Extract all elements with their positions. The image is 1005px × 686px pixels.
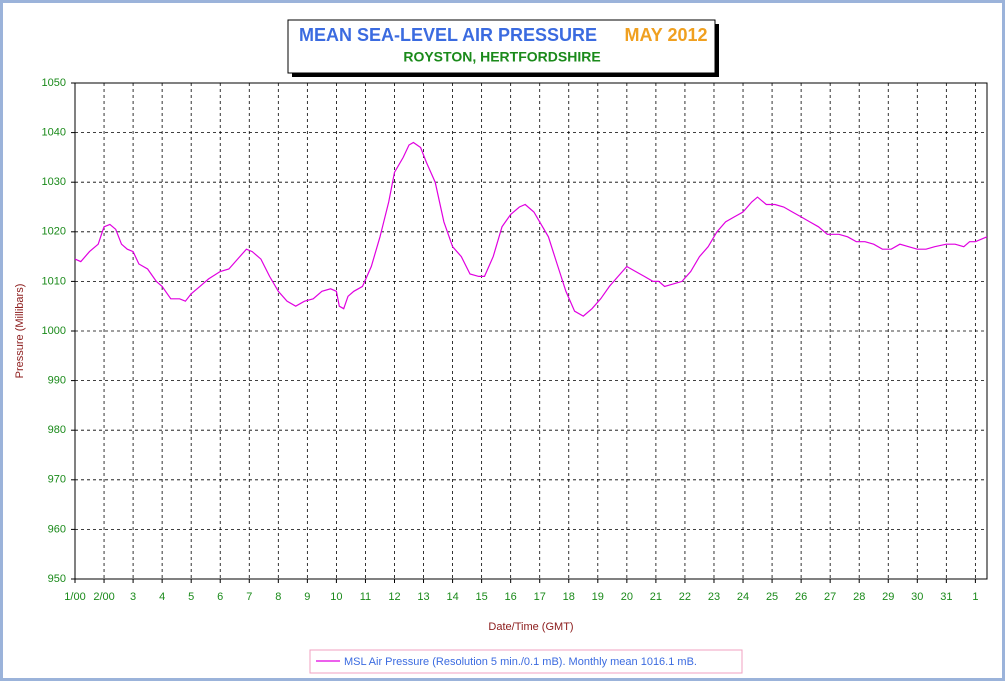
x-tick-label: 14 xyxy=(446,591,458,603)
x-tick-label: 4 xyxy=(159,591,165,603)
x-tick-label: 21 xyxy=(650,591,662,603)
x-tick-label: 16 xyxy=(505,591,517,603)
x-tick-label: 11 xyxy=(360,591,371,603)
y-tick-label: 970 xyxy=(48,474,66,486)
x-tick-label: 15 xyxy=(475,591,487,603)
x-tick-label: 28 xyxy=(853,591,865,603)
x-tick-label: 24 xyxy=(737,591,749,603)
title-box xyxy=(287,19,716,74)
x-tick-label: 12 xyxy=(388,591,400,603)
legend-box xyxy=(309,649,743,674)
y-tick-label: 950 xyxy=(48,573,66,585)
x-tick-label: 30 xyxy=(911,591,923,603)
x-tick-label: 9 xyxy=(304,591,310,603)
x-tick-label: 27 xyxy=(824,591,836,603)
x-tick-label: 6 xyxy=(217,591,223,603)
x-tick-label: 18 xyxy=(563,591,575,603)
y-tick-label: 980 xyxy=(48,424,66,436)
x-tick-label: 10 xyxy=(330,591,342,603)
y-tick-label: 1000 xyxy=(42,325,66,337)
x-tick-label: 22 xyxy=(679,591,691,603)
chart-subtitle: ROYSTON, HERTFORDSHIRE xyxy=(403,49,600,65)
y-tick-label: 990 xyxy=(48,375,66,387)
y-tick-label: 960 xyxy=(48,523,66,535)
y-tick-label: 1030 xyxy=(42,176,66,188)
legend-label: MSL Air Pressure (Resolution 5 min./0.1 … xyxy=(344,656,697,668)
y-tick-label: 1010 xyxy=(42,275,66,287)
x-tick-label: 7 xyxy=(246,591,252,603)
x-tick-label: 17 xyxy=(534,591,546,603)
x-tick-label: 23 xyxy=(708,591,720,603)
y-tick-label: 1020 xyxy=(42,226,66,238)
x-tick-label: 25 xyxy=(766,591,778,603)
x-tick-label: 26 xyxy=(795,591,807,603)
x-tick-label: 1/00 xyxy=(64,591,85,603)
x-tick-label: 8 xyxy=(275,591,281,603)
x-tick-label: 2/00 xyxy=(93,591,114,603)
x-tick-label: 1 xyxy=(972,591,978,603)
x-tick-label: 5 xyxy=(188,591,194,603)
x-tick-label: 19 xyxy=(592,591,604,603)
x-tick-label: 29 xyxy=(882,591,894,603)
y-tick-label: 1050 xyxy=(42,77,66,89)
chart-title-period: MAY 2012 xyxy=(624,25,707,45)
chart-title: MEAN SEA-LEVEL AIR PRESSURE xyxy=(299,25,597,45)
y-tick-label: 1040 xyxy=(42,127,66,139)
x-axis-label: Date/Time (GMT) xyxy=(488,621,573,633)
x-tick-label: 3 xyxy=(130,591,136,603)
y-axis-label: Pressure (Millibars) xyxy=(14,284,26,379)
x-tick-label: 20 xyxy=(621,591,633,603)
data-line xyxy=(74,141,988,317)
x-tick-label: 31 xyxy=(940,591,952,603)
x-tick-label: 13 xyxy=(417,591,429,603)
